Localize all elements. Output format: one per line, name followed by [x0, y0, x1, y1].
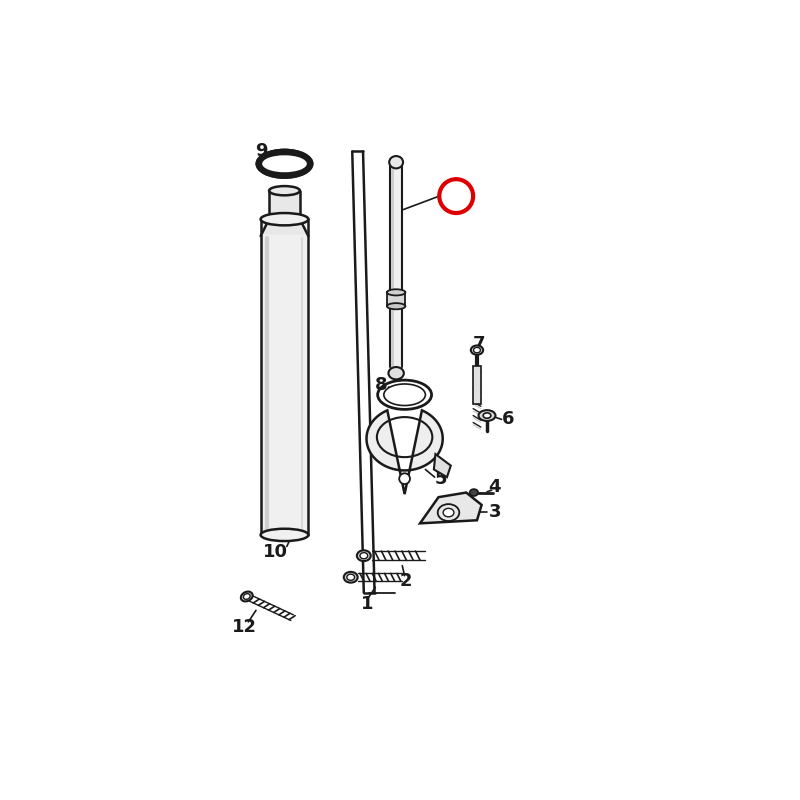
Circle shape: [439, 179, 473, 213]
Ellipse shape: [478, 410, 495, 421]
Text: 4: 4: [489, 478, 501, 496]
Ellipse shape: [474, 347, 481, 353]
Ellipse shape: [443, 508, 454, 517]
Ellipse shape: [360, 553, 368, 558]
Polygon shape: [390, 162, 402, 367]
Ellipse shape: [257, 150, 312, 178]
Ellipse shape: [390, 156, 403, 168]
Polygon shape: [434, 454, 451, 477]
Ellipse shape: [357, 550, 370, 561]
Polygon shape: [420, 493, 482, 523]
Ellipse shape: [261, 529, 308, 541]
Ellipse shape: [387, 303, 406, 310]
Ellipse shape: [261, 213, 308, 226]
Text: 6: 6: [502, 410, 515, 429]
Polygon shape: [473, 366, 481, 404]
Ellipse shape: [471, 346, 483, 354]
Polygon shape: [387, 292, 406, 306]
Ellipse shape: [483, 413, 491, 418]
Polygon shape: [269, 190, 300, 219]
Ellipse shape: [384, 384, 426, 406]
Ellipse shape: [241, 591, 253, 602]
Ellipse shape: [344, 572, 358, 582]
Text: 10: 10: [262, 543, 288, 561]
Ellipse shape: [389, 367, 404, 379]
Text: 2: 2: [400, 572, 413, 590]
Polygon shape: [261, 218, 308, 234]
Ellipse shape: [262, 155, 307, 172]
Ellipse shape: [470, 489, 478, 496]
Circle shape: [399, 474, 410, 484]
Ellipse shape: [243, 594, 250, 599]
Text: 7: 7: [473, 335, 486, 353]
Text: 11: 11: [444, 187, 469, 205]
Polygon shape: [366, 410, 442, 494]
Text: 8: 8: [375, 376, 388, 394]
Text: 3: 3: [489, 503, 501, 521]
Text: 12: 12: [232, 618, 257, 636]
Polygon shape: [261, 219, 308, 535]
Text: 5: 5: [434, 470, 447, 489]
Text: 9: 9: [255, 142, 268, 161]
Ellipse shape: [387, 290, 406, 295]
Text: 1: 1: [362, 595, 374, 613]
Ellipse shape: [347, 574, 354, 580]
Ellipse shape: [269, 186, 300, 195]
